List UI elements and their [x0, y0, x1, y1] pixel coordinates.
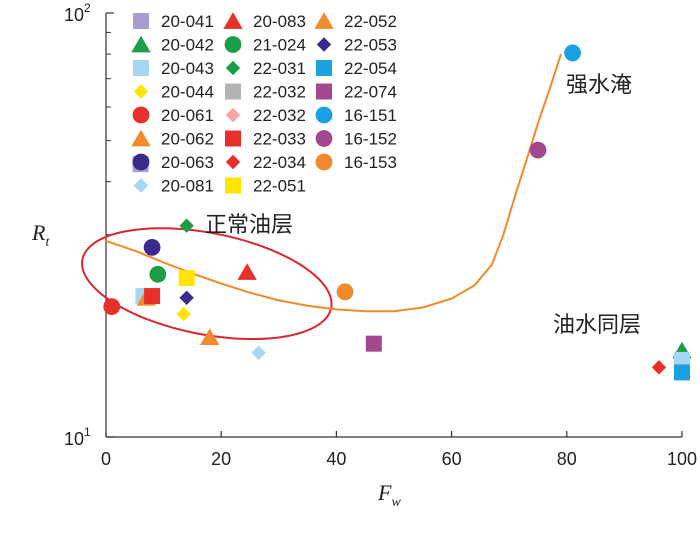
axes: 0 20 40 60 80 100 102 101 — [64, 1, 697, 469]
data-point-20-062 — [200, 328, 220, 346]
legend-label: 20-044 — [161, 83, 214, 102]
legend-marker-20-081 — [133, 178, 149, 193]
data-point-20-081 — [251, 345, 266, 360]
data-point-22-074 — [365, 335, 382, 352]
legend-label: 16-151 — [344, 106, 397, 125]
data-point-22-053 — [179, 290, 194, 305]
x-tick-label: 60 — [442, 449, 462, 469]
x-tick-label: 80 — [557, 449, 577, 469]
fit-curve — [105, 53, 562, 313]
data-points — [103, 44, 692, 381]
legend-marker-22-032 — [225, 83, 241, 100]
data-point-20-043 — [674, 351, 690, 368]
legend-marker-20-041 — [133, 13, 149, 29]
legend-marker-22-032 — [225, 107, 241, 123]
legend-label: 22-053 — [344, 36, 397, 55]
legend-label: 16-153 — [344, 153, 397, 172]
legend-label: 22-032 — [253, 83, 306, 102]
legend-label: 20-043 — [161, 59, 214, 78]
annotation-normal-oil: 正常油层 — [205, 213, 293, 238]
x-axis-title: Fw — [377, 480, 401, 510]
data-point-22-054 — [674, 364, 690, 381]
legend-marker-20-043 — [133, 60, 149, 76]
legend-label: 16-152 — [344, 130, 397, 149]
overlays — [81, 53, 562, 341]
legend-marker-20-083 — [223, 12, 243, 29]
x-tick-label: 0 — [101, 449, 111, 469]
legend-marker-22-053 — [316, 37, 332, 52]
data-point-22-034 — [651, 360, 667, 375]
legend-marker-20-061 — [132, 106, 150, 124]
legend-marker-20-062 — [131, 129, 151, 147]
legend-label: 20-061 — [161, 106, 214, 125]
legend-label: 20-081 — [161, 177, 214, 196]
legend-marker-16-151 — [315, 106, 333, 124]
legend-label: 22-051 — [253, 177, 306, 196]
data-point-21-024 — [149, 265, 167, 283]
legend-label: 22-074 — [344, 83, 397, 102]
y-tick-label: 102 — [64, 1, 91, 25]
data-point-16-152 — [529, 141, 547, 159]
legend-marker-22-052 — [314, 12, 334, 29]
annotation-oil-water: 油水同层 — [553, 313, 641, 338]
legend-marker-22-051 — [225, 177, 241, 194]
legend-label: 22-031 — [253, 59, 306, 78]
legend-label: 20-083 — [253, 12, 306, 31]
legend-label: 22-033 — [253, 130, 306, 149]
legend-label: 22-034 — [253, 153, 306, 172]
annotation-strong-water: 强水淹 — [566, 73, 632, 98]
legend-marker-20-063 — [132, 153, 150, 171]
legend-label: 21-024 — [253, 36, 306, 55]
legend-marker-16-153 — [315, 153, 333, 171]
legend-marker-22-054 — [316, 60, 332, 76]
data-point-20-063 — [143, 239, 161, 256]
legend-marker-22-031 — [225, 60, 241, 76]
data-point-20-061 — [103, 298, 121, 316]
legend-label: 22-054 — [344, 59, 397, 78]
legend-marker-16-152 — [315, 130, 333, 147]
legend-marker-20-042 — [131, 35, 151, 53]
legend-label: 20-063 — [161, 153, 214, 172]
data-point-20-044 — [176, 306, 191, 322]
data-point-22-033 — [144, 288, 161, 305]
legend-marker-22-033 — [225, 130, 241, 147]
legend-marker-22-034 — [225, 154, 241, 170]
legend-marker-21-024 — [224, 36, 242, 53]
legend-label: 20-062 — [161, 130, 214, 149]
data-point-22-051 — [178, 270, 195, 287]
legend-label: 22-032 — [253, 106, 306, 125]
legend-marker-22-074 — [316, 83, 332, 100]
x-tick-label: 40 — [326, 449, 346, 469]
y-tick-label: 101 — [64, 425, 91, 449]
legend-marker-20-044 — [133, 84, 149, 99]
x-tick-label: 100 — [667, 449, 697, 469]
x-tick-label: 20 — [211, 449, 231, 469]
data-point-22-031 — [179, 218, 194, 233]
data-point-16-151 — [564, 44, 581, 62]
data-point-16-153 — [336, 283, 354, 301]
data-point-20-083 — [237, 263, 257, 280]
y-axis-title: Rt — [31, 220, 50, 250]
legend-label: 20-042 — [161, 36, 214, 55]
legend-label: 20-041 — [161, 12, 214, 31]
legend: 20-041 20-042 20-043 20-044 20-061 20-062 20-0… — [131, 12, 397, 196]
legend-label: 22-052 — [344, 12, 397, 31]
